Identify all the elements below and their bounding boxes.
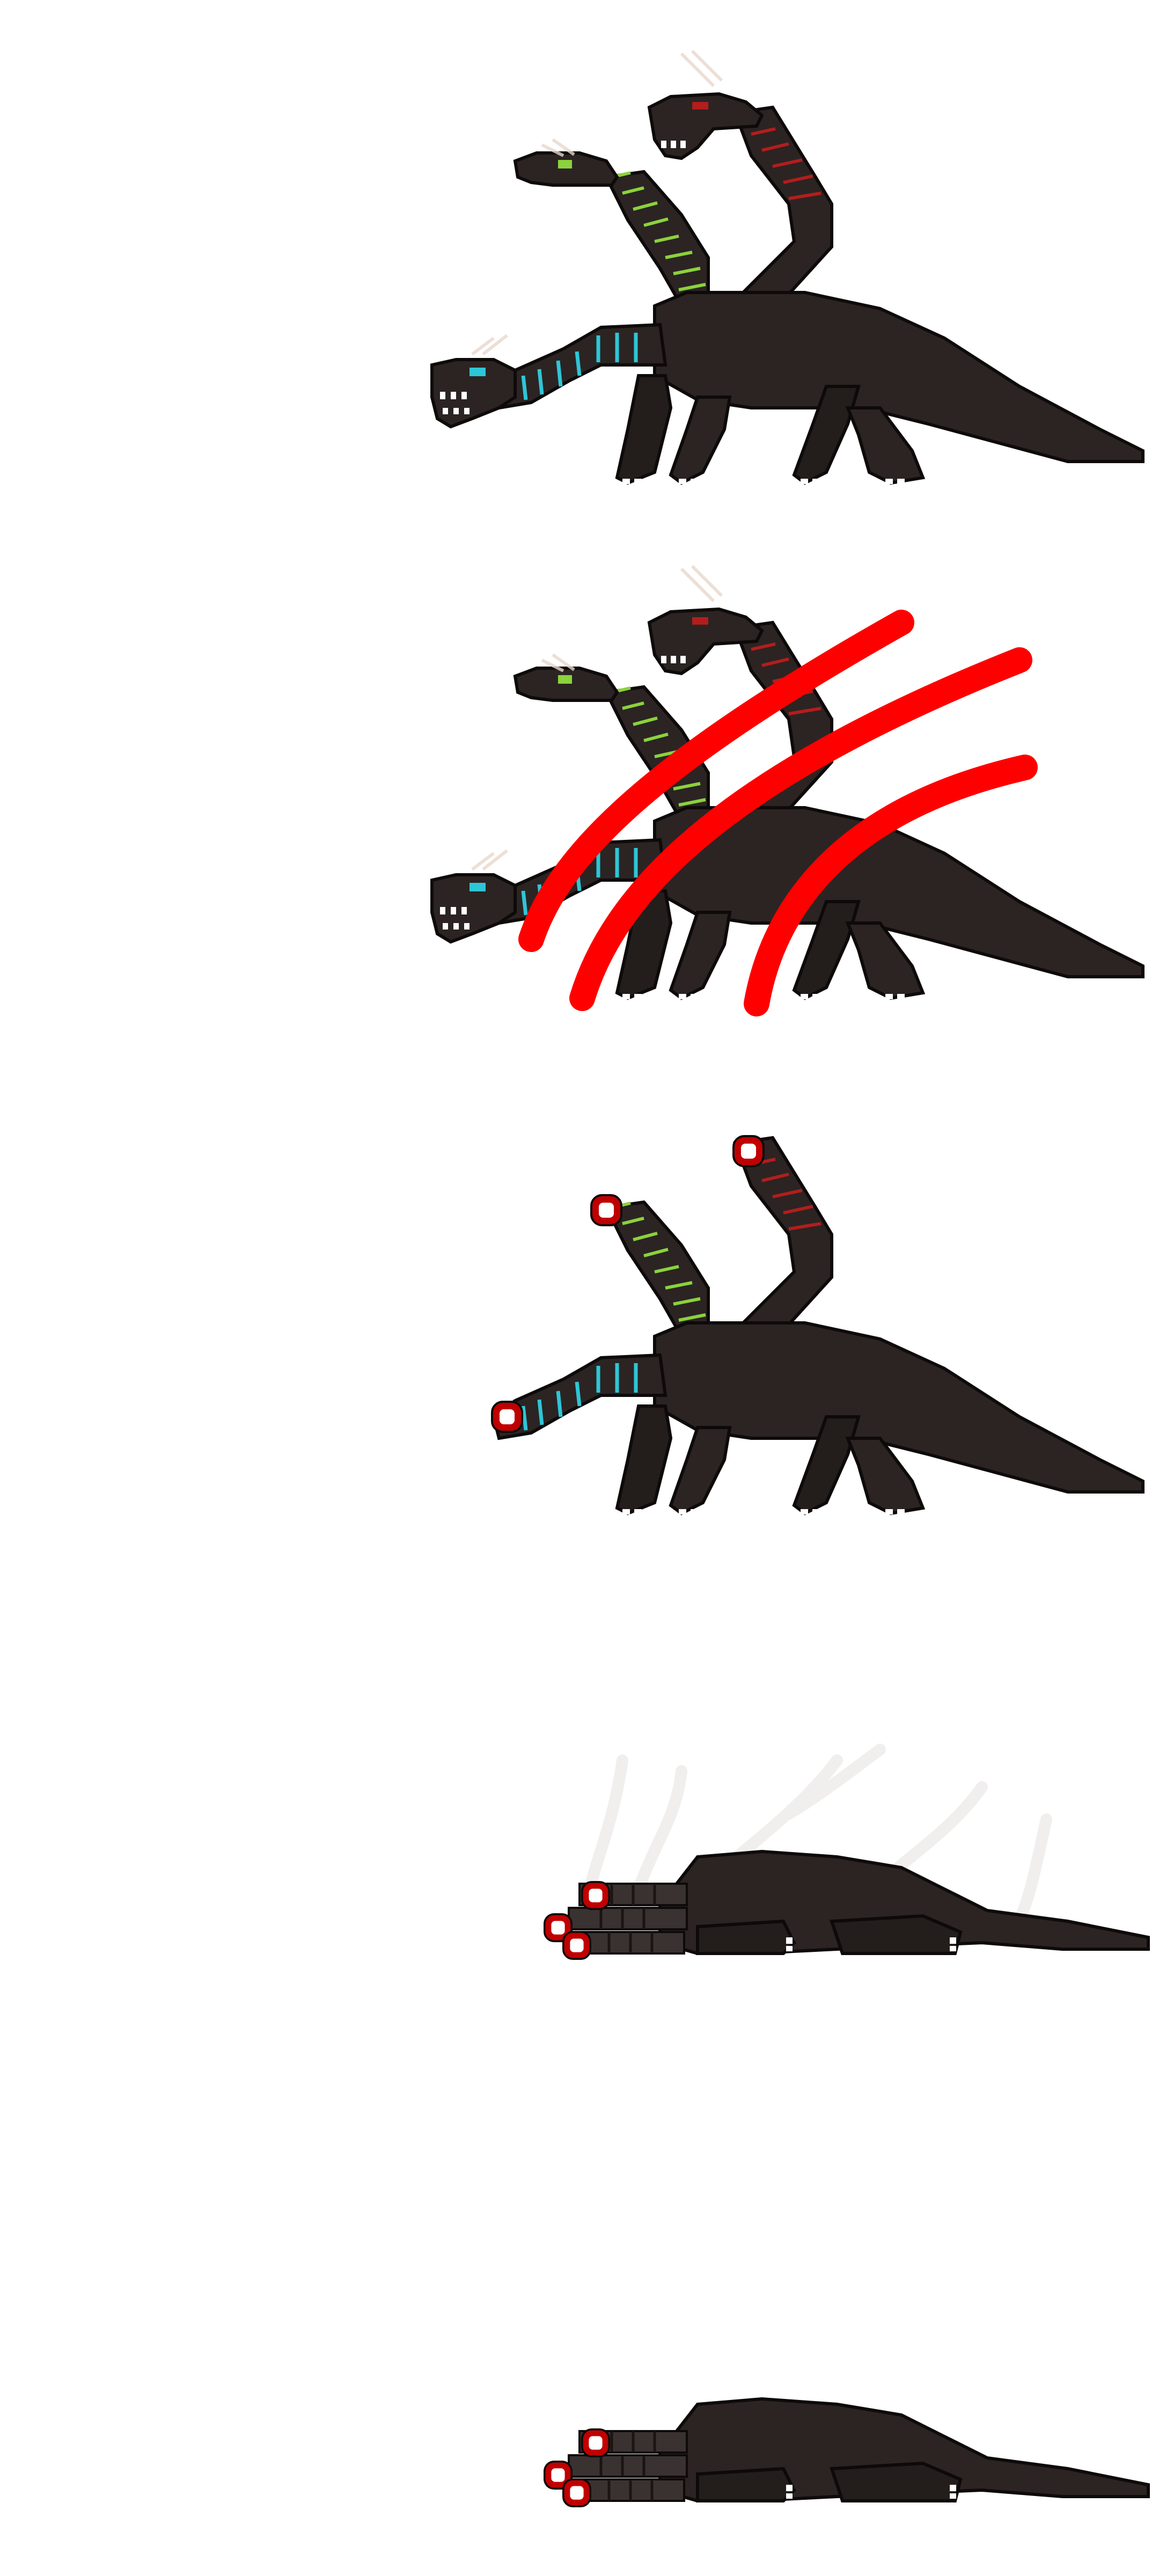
hydra-dying-sprite [0, 1744, 1159, 2061]
hydra-idle-sprite [0, 0, 1159, 515]
hydra-fallen-body [545, 1851, 1148, 1959]
cyan-neck-stump-icon [491, 1401, 523, 1433]
green-head-icon [515, 655, 617, 700]
frame-idle [0, 0, 1159, 515]
frame-dead [0, 2061, 1159, 2576]
green-neck-stump-icon [590, 1194, 622, 1226]
green-head-icon [515, 140, 617, 185]
red-neck-stump-icon [732, 1135, 765, 1167]
frame-decapitated [0, 1030, 1159, 1546]
hydra-dead-sprite [0, 2061, 1159, 2576]
hydra-decapitated-sprite [491, 1135, 1159, 1546]
red-neck [730, 107, 832, 306]
hydra-body [617, 1323, 1143, 1514]
frame-hit [0, 515, 1159, 1030]
frame-dying [0, 1546, 1159, 2061]
green-neck [606, 172, 708, 306]
cyan-head-icon [432, 851, 515, 942]
claw-slash-icon [518, 610, 1038, 1016]
hydra-fallen-body [545, 2399, 1148, 2506]
green-neck [606, 1202, 708, 1336]
hydra-body [617, 292, 1143, 484]
hydra-hit-sprite [0, 515, 1159, 1016]
red-neck [730, 1138, 832, 1336]
cyan-head-icon [432, 335, 515, 427]
